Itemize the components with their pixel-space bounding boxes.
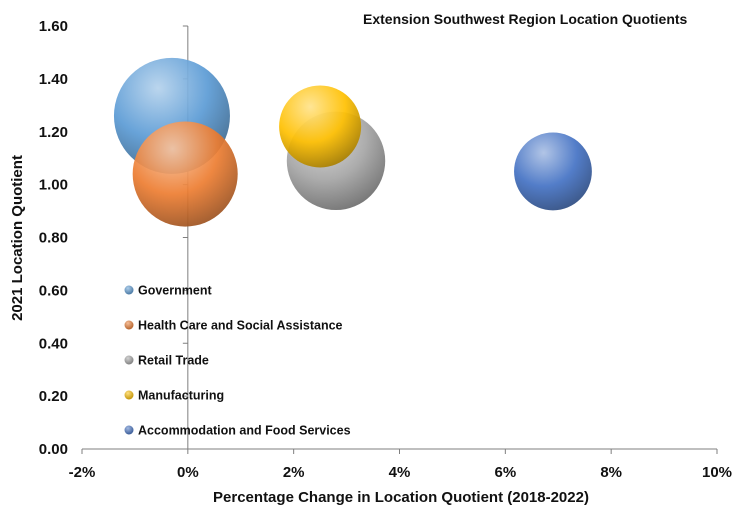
x-tick-label: 10% [702, 464, 732, 481]
x-tick-label: 2% [283, 464, 305, 481]
x-tick-label: -2% [69, 464, 96, 481]
bubble-health-care-and-social-assistance [132, 121, 238, 227]
bubble-manufacturing [279, 85, 362, 168]
legend-marker [124, 320, 134, 330]
bubble-accommodation-and-food-services [514, 132, 592, 211]
y-tick-label: 1.60 [39, 18, 68, 35]
legend-marker [124, 285, 134, 295]
bubbles [113, 57, 592, 227]
legend-label: Accommodation and Food Services [138, 424, 351, 438]
x-tick-label: 8% [600, 464, 622, 481]
legend-label: Government [138, 284, 212, 298]
legend-label: Manufacturing [138, 389, 224, 403]
y-tick-label: 0.60 [39, 282, 68, 299]
y-tick-label: 1.20 [39, 124, 68, 141]
legend-marker [124, 355, 134, 365]
legend-marker [124, 390, 134, 400]
legend-marker [124, 425, 134, 435]
axes: -2% 0% 2% 4% 6% 8% 10% 0.00 0.20 0.40 0.60 0.80 1.00… [39, 18, 732, 481]
chart-title: Extension Southwest Region Location Quot… [363, 11, 688, 27]
y-tick-label: 0.00 [39, 441, 68, 458]
legend: Government Health Care and Social Assista… [124, 284, 351, 438]
y-tick-label: 0.80 [39, 230, 68, 247]
y-tick-label: 0.40 [39, 335, 68, 352]
y-tick-label: 1.40 [39, 71, 68, 88]
y-tick-label: 0.20 [39, 388, 68, 405]
y-tick-label: 1.00 [39, 177, 68, 194]
x-tick-label: 0% [177, 464, 199, 481]
x-axis-title: Percentage Change in Location Quotient (… [213, 489, 589, 506]
legend-label: Retail Trade [138, 354, 209, 368]
x-tick-label: 6% [494, 464, 516, 481]
legend-label: Health Care and Social Assistance [138, 319, 343, 333]
y-axis-title: 2021 Location Quotient [9, 155, 26, 321]
x-tick-label: 4% [389, 464, 411, 481]
